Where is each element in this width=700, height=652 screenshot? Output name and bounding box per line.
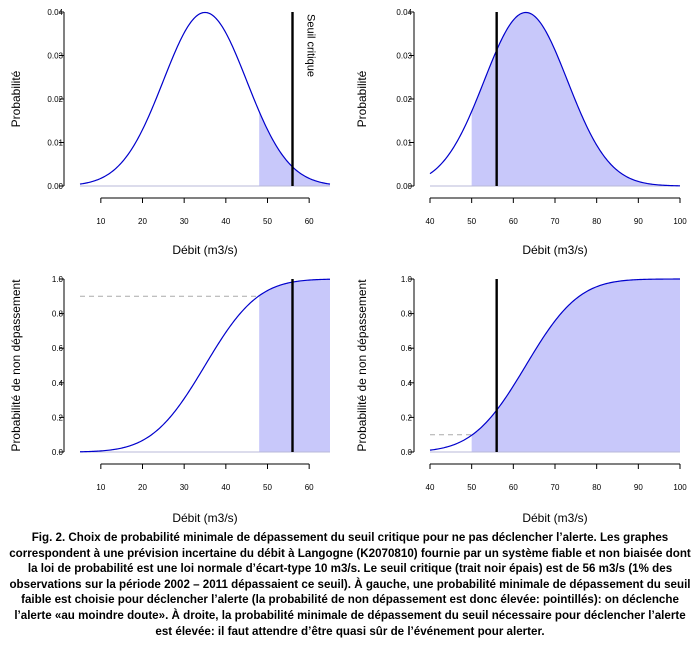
- figure-caption: Fig. 2. Choix de probabilité minimale de…: [9, 531, 691, 638]
- y-tick-label: 0.02: [47, 95, 63, 104]
- x-tick-label: 60: [305, 483, 314, 492]
- x-tick-label: 60: [509, 217, 518, 226]
- x-tick-label: 30: [180, 217, 189, 226]
- y-tick-label: 0.2: [52, 413, 64, 422]
- y-axis-title: Probabilité de non dépassement: [355, 279, 369, 452]
- x-axis-title: Débit (m3/s): [172, 243, 237, 257]
- x-tick-label: 70: [551, 217, 560, 226]
- y-tick-label: 0.02: [396, 95, 412, 104]
- x-tick-label: 50: [467, 483, 476, 492]
- x-tick-label: 10: [96, 217, 105, 226]
- y-tick-label: 0.0: [52, 448, 64, 457]
- figure-panels: Seuil critique 10 20 30 40 50 60 0.00 0.01 0.02 0.…: [9, 8, 687, 525]
- distribution-curve: [429, 278, 680, 451]
- y-tick-label: 0.03: [396, 52, 412, 61]
- chart-panel-1: Seuil critique 10 20 30 40 50 60 0.00 0.01 0.02 0.…: [9, 8, 331, 257]
- y-tick-label: 0.00: [47, 182, 63, 191]
- x-axis-title: Débit (m3/s): [522, 511, 587, 525]
- y-tick-label: 0.03: [47, 52, 63, 61]
- shaded-area: [471, 12, 680, 186]
- x-axis-title: Débit (m3/s): [172, 511, 237, 525]
- distribution-curve: [79, 278, 331, 453]
- y-tick-label: 0.04: [47, 8, 63, 17]
- y-tick-label: 0.6: [401, 344, 413, 353]
- x-tick-label: 100: [673, 483, 687, 492]
- y-tick-label: 0.6: [52, 344, 64, 353]
- y-tick-label: 0.04: [396, 8, 412, 17]
- threshold-label: Seuil critique: [305, 14, 317, 77]
- y-axis-title: Probabilité: [355, 70, 369, 127]
- x-axis-title: Débit (m3/s): [522, 243, 587, 257]
- y-tick-label: 0.8: [52, 310, 64, 319]
- y-axis-title: Probabilité de non dépassement: [9, 279, 23, 452]
- shaded-area: [471, 279, 680, 452]
- x-tick-label: 90: [634, 483, 643, 492]
- y-tick-label: 1.0: [401, 275, 413, 284]
- shaded-area: [259, 111, 330, 186]
- x-tick-label: 40: [221, 217, 230, 226]
- y-tick-label: 1.0: [52, 275, 64, 284]
- x-tick-label: 80: [592, 217, 601, 226]
- y-tick-label: 0.2: [401, 413, 413, 422]
- x-tick-label: 50: [467, 217, 476, 226]
- y-axis-title: Probabilité: [9, 70, 23, 127]
- chart-panel-4: 40 50 60 70 80 90 100 0.0 0.2 0.4 0.6 0.8 1.0 Débit (…: [355, 275, 687, 525]
- chart-panel-3: 10 20 30 40 50 60 0.0 0.2 0.4 0.6 0.8 1.0 Débit (m3/…: [9, 275, 331, 525]
- x-tick-label: 30: [180, 483, 189, 492]
- x-tick-label: 40: [221, 483, 230, 492]
- x-tick-label: 50: [263, 217, 272, 226]
- y-tick-label: 0.4: [52, 379, 64, 388]
- x-tick-label: 70: [551, 483, 560, 492]
- x-tick-label: 50: [263, 483, 272, 492]
- x-tick-label: 60: [509, 483, 518, 492]
- x-tick-label: 40: [426, 217, 435, 226]
- y-tick-label: 0.01: [47, 139, 63, 148]
- x-tick-label: 60: [305, 217, 314, 226]
- x-tick-label: 90: [634, 217, 643, 226]
- y-tick-label: 0.00: [396, 182, 412, 191]
- distribution-curve: [429, 11, 681, 187]
- shaded-area: [259, 279, 330, 452]
- x-tick-label: 20: [138, 483, 147, 492]
- chart-panel-2: 40 50 60 70 80 90 100 0.00 0.01 0.02 0.03 0.04 Débit…: [355, 8, 687, 257]
- x-tick-label: 40: [426, 483, 435, 492]
- x-tick-label: 10: [96, 483, 105, 492]
- y-tick-label: 0.0: [401, 448, 413, 457]
- distribution-curve: [79, 11, 331, 185]
- x-tick-label: 80: [592, 483, 601, 492]
- x-tick-label: 100: [673, 217, 687, 226]
- y-tick-label: 0.01: [396, 139, 412, 148]
- y-tick-label: 0.4: [401, 379, 413, 388]
- y-tick-label: 0.8: [401, 310, 413, 319]
- x-tick-label: 20: [138, 217, 147, 226]
